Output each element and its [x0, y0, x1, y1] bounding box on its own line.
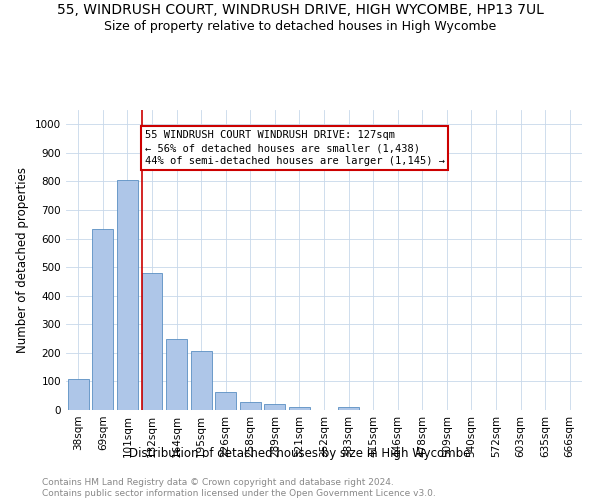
- Bar: [265, 404, 286, 410]
- Bar: [68, 378, 89, 410]
- Bar: [117, 180, 138, 410]
- Bar: [240, 402, 261, 410]
- Text: Contains HM Land Registry data © Crown copyright and database right 2024.
Contai: Contains HM Land Registry data © Crown c…: [42, 478, 436, 498]
- Bar: [289, 406, 310, 410]
- Text: Size of property relative to detached houses in High Wycombe: Size of property relative to detached ho…: [104, 20, 496, 33]
- Text: 55, WINDRUSH COURT, WINDRUSH DRIVE, HIGH WYCOMBE, HP13 7UL: 55, WINDRUSH COURT, WINDRUSH DRIVE, HIGH…: [56, 2, 544, 16]
- Bar: [142, 273, 163, 410]
- Text: 55 WINDRUSH COURT WINDRUSH DRIVE: 127sqm
← 56% of detached houses are smaller (1: 55 WINDRUSH COURT WINDRUSH DRIVE: 127sqm…: [145, 130, 445, 166]
- Y-axis label: Number of detached properties: Number of detached properties: [16, 167, 29, 353]
- Bar: [191, 351, 212, 410]
- Bar: [215, 392, 236, 410]
- Bar: [338, 407, 359, 410]
- Bar: [166, 338, 187, 410]
- Text: Distribution of detached houses by size in High Wycombe: Distribution of detached houses by size …: [130, 448, 470, 460]
- Bar: [92, 228, 113, 410]
